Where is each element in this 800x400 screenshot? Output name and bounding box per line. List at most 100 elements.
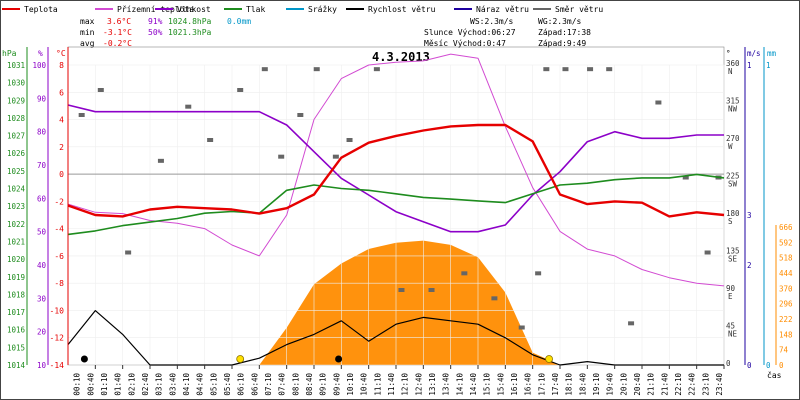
wind-direction-mark	[97, 88, 104, 92]
dir-cardinal-label: S	[728, 217, 733, 226]
temp-tick-label: -2	[54, 197, 64, 206]
stat-wg: WG:2.3m/s	[538, 17, 582, 26]
wind-direction-mark	[587, 67, 594, 72]
temp-tick-label: -4	[54, 225, 64, 234]
time-tick-label: 10:40	[360, 373, 369, 396]
hpa-tick-label: 1020	[7, 255, 26, 264]
stat-min-temp: -3.1°C	[103, 28, 132, 37]
wind-direction-mark	[78, 113, 85, 117]
pct-tick-label: 70	[37, 161, 47, 170]
time-subtick-label: 22:10	[674, 373, 683, 396]
legend-pressure: Tlak	[246, 5, 265, 14]
pct-unit: %	[38, 49, 43, 58]
pct-tick-label: 90	[37, 94, 47, 103]
pct-tick-label: 100	[32, 61, 46, 70]
sun-mark	[545, 355, 553, 363]
time-subtick-label: 03:10	[155, 373, 164, 396]
pct-tick-label: 60	[37, 194, 47, 203]
temp-tick-label: 4	[59, 116, 64, 125]
rad-tick-label: 666	[779, 223, 793, 232]
time-subtick-label: 18:10	[565, 373, 574, 396]
rad-tick-label: 74	[779, 346, 789, 355]
stat-max-rain: 0.0mm	[227, 17, 251, 26]
time-subtick-label: 09:10	[319, 373, 328, 396]
temp-tick-label: -12	[50, 334, 65, 343]
time-subtick-label: 17:10	[537, 373, 546, 396]
series-layer	[67, 53, 725, 366]
time-tick-label: 08:40	[305, 373, 314, 396]
wind-direction-mark	[332, 154, 339, 159]
wind-direction-mark	[562, 67, 569, 72]
time-axis-label: čas	[767, 370, 782, 380]
temp-tick-label: 0	[59, 170, 64, 179]
legend-wind-gust: Náraz větru	[476, 5, 529, 14]
ms-tick-label: 3	[747, 211, 752, 220]
wind-direction-mark	[297, 113, 304, 117]
time-tick-label: 14:40	[469, 373, 478, 396]
temp-tick-label: 6	[59, 88, 64, 97]
time-subtick-label: 11:10	[373, 373, 382, 396]
time-tick-label: 20:40	[633, 373, 642, 396]
pct-tick-label: 30	[37, 294, 47, 303]
time-subtick-label: 13:10	[428, 373, 437, 396]
humidity-line	[67, 104, 724, 233]
pct-tick-label: 50	[37, 228, 47, 237]
rad-tick-label: 0	[779, 361, 784, 370]
time-tick-label: 02:40	[141, 373, 150, 396]
time-tick-label: 09:40	[332, 373, 341, 396]
dir-deg-label: 315	[726, 97, 740, 106]
stat-avg-temp: -0.2°C	[103, 39, 132, 48]
time-tick-label: 17:40	[551, 373, 560, 396]
pct-tick-label: 10	[37, 361, 47, 370]
legend-rain: Srážky	[308, 5, 337, 14]
time-subtick-label: 05:10	[209, 373, 218, 396]
time-tick-label: 16:40	[524, 373, 533, 396]
stats: max 3.6°C 91% 1024.8hPa 0.0mm min -3.1°C…	[80, 17, 591, 48]
temp-tick-label: -10	[50, 306, 65, 315]
time-tick-label: 21:40	[660, 373, 669, 396]
hpa-tick-label: 1027	[7, 132, 25, 141]
dir-deg-label: 225	[726, 172, 740, 181]
time-subtick-label: 23:10	[701, 373, 710, 396]
hpa-tick-label: 1025	[7, 167, 25, 176]
rad-tick-label: 370	[779, 284, 793, 293]
dir-cardinal-label: SW	[728, 180, 738, 189]
hpa-tick-label: 1016	[7, 326, 26, 335]
ms-tick-label: 1	[747, 61, 752, 70]
wind-direction-mark	[373, 67, 380, 72]
time-subtick-label: 16:10	[510, 373, 519, 396]
ms-unit: m/s	[747, 49, 761, 58]
time-tick-label: 11:40	[387, 373, 396, 396]
wind-direction-mark	[682, 175, 689, 180]
legend-wind-speed: Rychlost větru	[368, 5, 436, 14]
pct-tick-label: 40	[37, 261, 47, 270]
time-subtick-label: 02:10	[127, 373, 136, 396]
pct-tick-label: 80	[37, 128, 47, 137]
pct-tick-label: 20	[37, 328, 47, 337]
stat-ws: WS:2.3m/s	[470, 17, 514, 26]
wind-direction-mark	[628, 321, 635, 326]
stat-sunset: Západ:17:38	[538, 28, 591, 37]
wind-direction-mark	[428, 288, 435, 292]
wind-direction-mark	[313, 67, 320, 72]
rad-tick-label: 296	[779, 300, 793, 309]
time-tick-label: 19:40	[606, 373, 615, 396]
dir-deg-label: 360	[726, 59, 740, 68]
dir-cardinal-label: W	[728, 142, 733, 151]
wind-direction-mark	[518, 325, 525, 330]
wind-direction-mark	[278, 154, 285, 159]
hpa-tick-label: 1021	[7, 237, 25, 246]
time-tick-label: 05:40	[223, 373, 232, 396]
hpa-tick-label: 1015	[7, 343, 25, 352]
stat-avg-label: avg	[80, 39, 95, 48]
time-subtick-label: 06:10	[237, 373, 246, 396]
rad-tick-label: 592	[779, 238, 793, 247]
time-subtick-label: 14:10	[455, 373, 464, 396]
hpa-tick-label: 1028	[7, 114, 26, 123]
wind-direction-mark	[491, 296, 498, 301]
axes-layer: 00:40 00:10 01:40 01:10 02:40 02:10 03:40 03:10…	[2, 47, 793, 396]
temp-tick-label: -6	[54, 252, 64, 261]
wind-direction-mark	[606, 67, 613, 72]
stat-min-label: min	[80, 28, 95, 37]
dir-deg-label: 0	[726, 359, 731, 368]
